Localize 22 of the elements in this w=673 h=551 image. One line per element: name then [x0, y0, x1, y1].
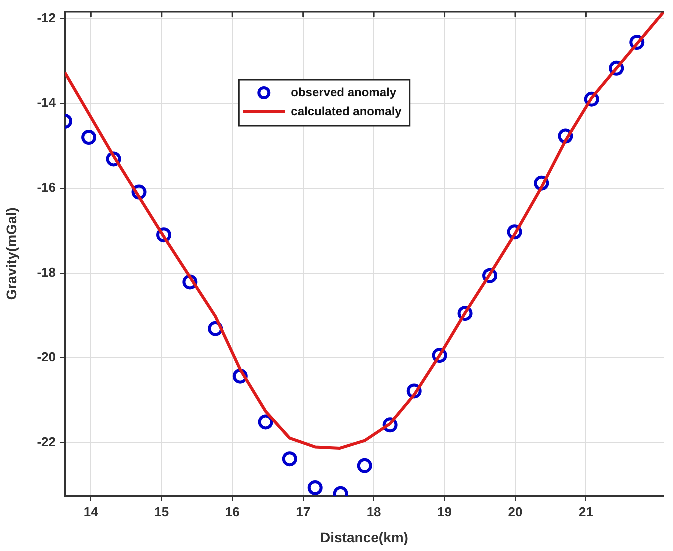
x-tick-label: 15 — [154, 504, 170, 520]
legend-label: calculated anomaly — [291, 104, 402, 118]
x-axis-title: Distance(km) — [320, 529, 408, 546]
x-tick-label: 20 — [508, 504, 523, 520]
y-tick-label: -20 — [37, 350, 56, 365]
y-axis-title: Gravity(mGal) — [3, 208, 20, 300]
point — [282, 452, 298, 467]
x-tick-label: 17 — [296, 504, 311, 520]
x-tick-label: 19 — [438, 504, 452, 520]
x-tick-label: 14 — [84, 504, 100, 520]
point — [357, 458, 372, 474]
x-tick-label: 21 — [578, 504, 594, 520]
x-tick-label: 18 — [366, 504, 382, 520]
x-tick-label: 16 — [225, 504, 240, 520]
y-tick-label: -16 — [37, 180, 56, 196]
y-tick-label: -12 — [37, 10, 56, 26]
y-tick-label: -22 — [37, 434, 56, 450]
y-tick-label: -14 — [37, 95, 57, 110]
legend-label: observed anomaly — [291, 85, 397, 100]
point — [82, 130, 97, 146]
y-tick-label: -18 — [37, 264, 56, 280]
point — [308, 480, 323, 496]
